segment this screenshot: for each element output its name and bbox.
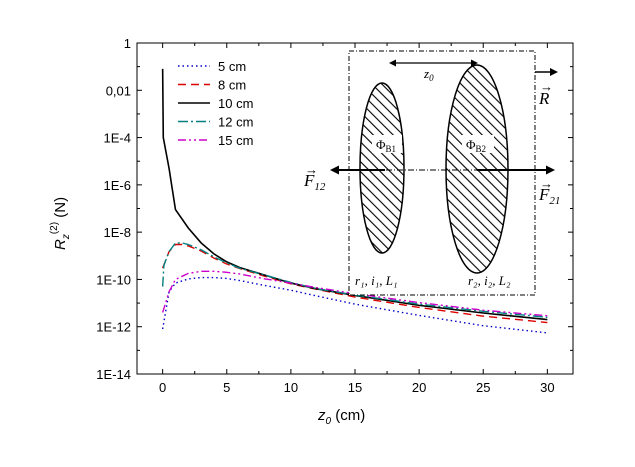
legend: 5 cm 8 cm 10 cm 12 cm 15 cm <box>178 59 253 148</box>
y-tick-label: 1E-12 <box>96 320 131 335</box>
legend-label: 10 cm <box>218 96 253 111</box>
F12-label: F12 <box>303 171 326 193</box>
inset-diagram: ΦB1 ΦB2 z0 F12 → F21 → R → r₁, i₁, L₁ r₂… <box>303 50 560 296</box>
y-tick-label: 1E-8 <box>104 225 131 240</box>
x-tick-label: 0 <box>159 380 166 395</box>
x-tick-label: 15 <box>348 380 362 395</box>
phi2-label: ΦB2 <box>466 137 486 154</box>
series-line-8-cm <box>161 243 548 324</box>
coil-2-params: r₂, i₂, L₂ <box>468 273 511 288</box>
F21-arrow-head <box>546 165 555 175</box>
legend-label: 12 cm <box>218 115 253 130</box>
coil-1-params: r₁, i₁, L₁ <box>355 273 397 288</box>
series-line-12-cm <box>161 242 548 319</box>
coil-1 <box>359 82 405 254</box>
y-axis-title: Rz(2) (N) <box>49 197 72 250</box>
z0-arrow-head-right <box>471 59 478 67</box>
legend-label: 15 cm <box>218 133 253 148</box>
F12-arrow-head <box>330 165 339 175</box>
y-tick-label: 1E-14 <box>96 367 131 382</box>
ticks: 0 5 10 15 20 25 30 1E-14 1E-12 1E-10 1E-8 1E-6 1E-4 0… <box>96 36 573 395</box>
F12-vector-arrow: → <box>305 162 318 177</box>
phi1-label-bg <box>372 135 402 153</box>
series-line-10-cm <box>161 68 548 321</box>
y-tick-label: 0,01 <box>106 83 131 98</box>
F21-label: F21 <box>538 185 560 207</box>
y-tick-label: 1E-10 <box>96 272 131 287</box>
R-vector-arrow: → <box>540 79 553 94</box>
y-tick-label: 1E-6 <box>104 178 131 193</box>
series-line-5-cm <box>161 276 548 334</box>
x-tick-label: 20 <box>412 380 426 395</box>
x-tick-label: 30 <box>540 380 554 395</box>
F21-vector-arrow: → <box>540 176 553 191</box>
R-label: R <box>538 89 550 108</box>
phi2-label-bg <box>462 135 494 153</box>
series-group <box>161 68 548 334</box>
z0-arrow-head-left <box>389 59 396 67</box>
legend-label: 5 cm <box>218 59 246 74</box>
x-tick-label: 5 <box>223 380 230 395</box>
y-tick-label: 1 <box>124 36 131 51</box>
series-line-15-cm <box>161 270 548 317</box>
x-axis-title: z0 (cm) <box>317 407 365 427</box>
z0-label: z0 <box>423 66 434 83</box>
x-tick-label: 10 <box>284 380 298 395</box>
R-arrow-head <box>550 68 558 76</box>
y-tick-label: 1E-4 <box>104 131 131 146</box>
phi1-label: ΦB1 <box>376 137 396 154</box>
legend-label: 8 cm <box>218 78 246 93</box>
x-tick-label: 25 <box>476 380 490 395</box>
